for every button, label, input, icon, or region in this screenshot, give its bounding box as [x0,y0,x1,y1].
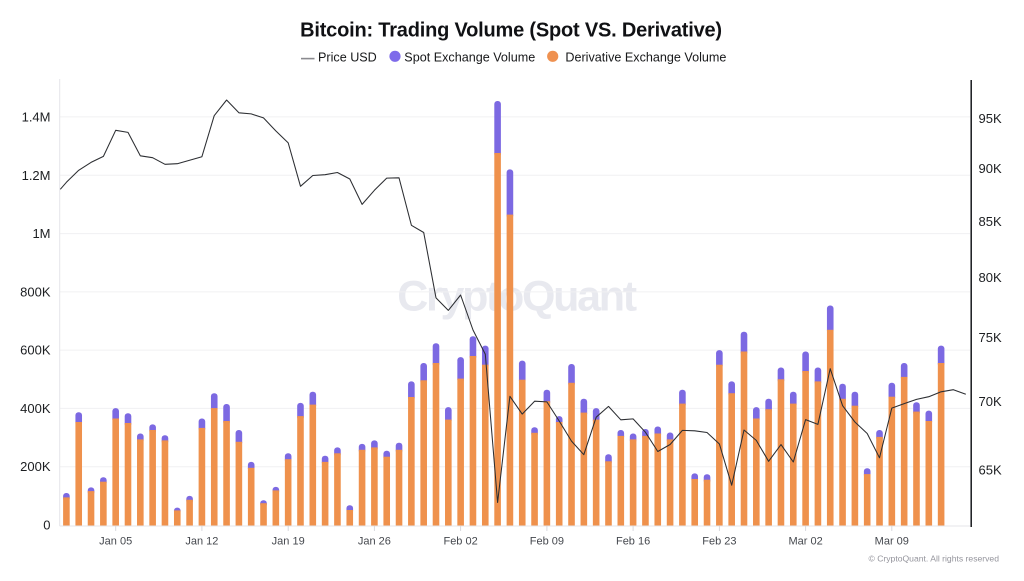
svg-text:75K: 75K [979,330,1002,345]
svg-text:© CryptoQuant. All rights rese: © CryptoQuant. All rights reserved [868,554,999,564]
svg-text:Derivative Exchange Volume: Derivative Exchange Volume [565,51,726,65]
svg-text:1.4M: 1.4M [22,109,51,124]
svg-text:600K: 600K [20,343,51,358]
svg-text:80K: 80K [979,270,1002,285]
svg-text:Jan 12: Jan 12 [185,536,218,548]
svg-text:800K: 800K [20,284,51,299]
svg-text:Spot Exchange Volume: Spot Exchange Volume [404,51,535,65]
svg-text:Mar 02: Mar 02 [788,536,822,548]
svg-text:Price USD: Price USD [318,51,377,65]
svg-text:Mar 09: Mar 09 [875,536,909,548]
svg-text:Jan 26: Jan 26 [358,536,391,548]
svg-text:Jan 05: Jan 05 [99,536,132,548]
svg-text:200K: 200K [20,459,51,474]
svg-text:70K: 70K [979,394,1002,409]
svg-text:Feb 16: Feb 16 [616,536,650,548]
svg-text:Feb 23: Feb 23 [702,536,736,548]
svg-text:Bitcoin: Trading Volume (Spot: Bitcoin: Trading Volume (Spot VS. Deriva… [300,20,722,42]
svg-text:0: 0 [43,518,50,533]
svg-text:CryptoQuant: CryptoQuant [397,273,636,321]
svg-text:Jan 19: Jan 19 [272,536,305,548]
svg-text:Feb 09: Feb 09 [530,536,564,548]
svg-text:400K: 400K [20,401,51,416]
svg-text:85K: 85K [979,214,1002,229]
svg-text:1M: 1M [32,226,50,241]
svg-text:1.2M: 1.2M [22,168,51,183]
svg-text:90K: 90K [979,161,1002,176]
svg-text:65K: 65K [979,463,1002,478]
svg-text:95K: 95K [979,111,1002,126]
svg-text:Feb 02: Feb 02 [443,536,477,548]
